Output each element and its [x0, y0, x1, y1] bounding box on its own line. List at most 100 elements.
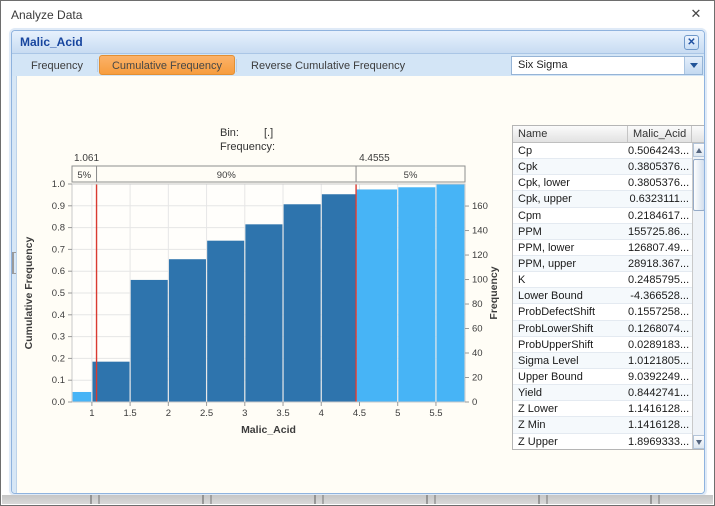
lower-limit-label: 1.061 [74, 153, 99, 164]
spec-region-label: 5% [404, 170, 418, 181]
left-tick-label: 0.3 [52, 332, 65, 343]
left-tick-label: 0.7 [52, 244, 65, 255]
left-splitter[interactable] [12, 76, 17, 493]
scroll-up-button[interactable] [693, 143, 704, 157]
stat-name: PPM, lower [518, 241, 575, 254]
stat-value: 0.3805376... [628, 177, 690, 190]
table-row[interactable]: Cpm 0.2184617... [513, 207, 692, 224]
column-header-filler [692, 126, 704, 142]
right-axis-title: Frequency [488, 266, 500, 319]
bin-label: Bin: [220, 127, 239, 139]
left-tick-label: 0.2 [52, 353, 65, 364]
stat-value: 9.0392249... [628, 370, 690, 383]
stat-name: Z Upper [518, 435, 558, 448]
spec-region-label: 90% [217, 170, 237, 181]
panel-close-icon[interactable]: ✕ [684, 35, 699, 50]
spec-region-cell [355, 165, 466, 183]
dropdown-selected-value: Six Sigma [518, 59, 568, 71]
right-tick-label: 120 [472, 250, 488, 261]
right-tick-label: 80 [472, 299, 483, 310]
frequency-label: Frequency: [220, 141, 276, 153]
table-row[interactable]: Upper Bound 9.0392249... [513, 368, 692, 386]
table-row[interactable]: Sigma Level 1.0121805... [513, 352, 692, 369]
panel-title: Malic_Acid [20, 35, 83, 49]
left-tick-label: 0.4 [52, 310, 65, 321]
analysis-type-dropdown[interactable]: Six Sigma [511, 56, 703, 75]
histogram-bar [72, 391, 92, 402]
table-row[interactable]: K 0.2485795... [513, 272, 692, 289]
table-row[interactable]: PPM, lower 126807.49... [513, 239, 692, 256]
stat-value: 1.1416128... [628, 403, 690, 416]
x-axis-title: Malic_Acid [241, 424, 296, 436]
stat-name: Cpm [518, 209, 542, 222]
histogram-bar [207, 240, 245, 402]
stat-name: Sigma Level [518, 354, 579, 367]
dropdown-button[interactable] [684, 57, 702, 74]
stat-name: Upper Bound [518, 370, 583, 383]
tab-frequency[interactable]: Frequency [31, 60, 83, 72]
table-row[interactable]: PPM 155725.86... [513, 223, 692, 240]
six-sigma-table: Name Malic_Acid Cp 0.5064243... Cpk 0.38053… [512, 125, 704, 450]
table-row[interactable]: ProbDefectShift 0.1557258... [513, 304, 692, 321]
x-tick-label: 1 [89, 408, 94, 419]
stat-value: 126807.49... [628, 241, 690, 254]
dialog-close-icon[interactable]: ✕ [690, 6, 702, 21]
scrollbar-thumb[interactable] [693, 159, 704, 211]
background-app-strip [2, 495, 713, 504]
right-tick-label: 20 [472, 373, 483, 384]
stat-name: Z Min [518, 419, 546, 432]
stat-value: 0.5064243... [628, 145, 690, 157]
table-scrollbar[interactable] [692, 143, 704, 449]
x-tick-label: 5.5 [429, 408, 442, 419]
table-row[interactable]: Lower Bound -4.366528... [513, 288, 692, 305]
column-header-malic-acid[interactable]: Malic_Acid [628, 126, 692, 142]
tab-cumulative-frequency[interactable]: Cumulative Frequency [98, 55, 236, 75]
table-row[interactable]: Z Upper 1.8969333... [513, 433, 692, 449]
stat-value: 0.0289183... [628, 338, 690, 351]
stat-value: 0.1557258... [628, 306, 690, 319]
table-row[interactable]: ProbLowerShift 0.1268074... [513, 320, 692, 337]
table-row[interactable]: Cpk, lower 0.3805376... [513, 175, 692, 192]
stat-value: 0.1268074... [628, 322, 690, 335]
column-header-name[interactable]: Name [513, 126, 628, 142]
right-tick-label: 40 [472, 348, 483, 359]
stat-value: 0.8442741... [628, 387, 690, 400]
stat-value: 1.0121805... [628, 354, 690, 367]
bin-frequency-readout: Bin: [.] Frequency: [220, 126, 276, 154]
left-tick-label: 0.8 [52, 223, 65, 234]
table-row[interactable]: ProbUpperShift 0.0289183... [513, 336, 692, 353]
stat-value: 1.1416128... [628, 419, 690, 432]
stat-name: Cp [518, 145, 533, 157]
malic-acid-panel: Malic_Acid ✕ Frequency Cumulative Freque… [11, 30, 705, 494]
spec-region-label: 5% [77, 170, 91, 181]
table-row[interactable]: Cpk, upper 0.6323111... [513, 191, 692, 208]
histogram-bar [245, 224, 283, 402]
table-row[interactable]: Z Lower 1.1416128... [513, 401, 692, 418]
table-row[interactable]: Cp 0.5064243... [513, 143, 692, 160]
tab-reverse-cumulative-frequency[interactable]: Reverse Cumulative Frequency [251, 60, 406, 72]
histogram-bar [130, 279, 168, 402]
stat-value: -4.366528... [630, 290, 689, 303]
table-row[interactable]: PPM, upper 28918.367... [513, 255, 692, 273]
chevron-down-icon [689, 63, 698, 68]
upper-limit-label: 4.4555 [359, 153, 390, 164]
table-header-row: Name Malic_Acid [513, 126, 704, 143]
x-tick-label: 5 [395, 408, 400, 419]
stat-name: Lower Bound [518, 290, 583, 303]
x-tick-label: 3.5 [276, 408, 289, 419]
table-row[interactable]: Z Min 1.1416128... [513, 417, 692, 434]
triangle-down-icon [696, 439, 702, 445]
left-tick-label: 0.1 [52, 375, 65, 386]
stat-value: 28918.367... [628, 257, 690, 270]
scroll-down-button[interactable] [693, 435, 704, 449]
stat-name: Z Lower [518, 403, 558, 416]
stat-name: ProbLowerShift [518, 322, 594, 335]
splitter-handle-icon[interactable] [12, 252, 16, 274]
right-tick-label: 60 [472, 324, 483, 335]
table-row[interactable]: Cpk 0.3805376... [513, 159, 692, 176]
x-tick-label: 2 [166, 408, 171, 419]
histogram-bar [398, 187, 436, 402]
right-tick-label: 140 [472, 226, 488, 237]
table-row[interactable]: Yield 0.8442741... [513, 385, 692, 402]
